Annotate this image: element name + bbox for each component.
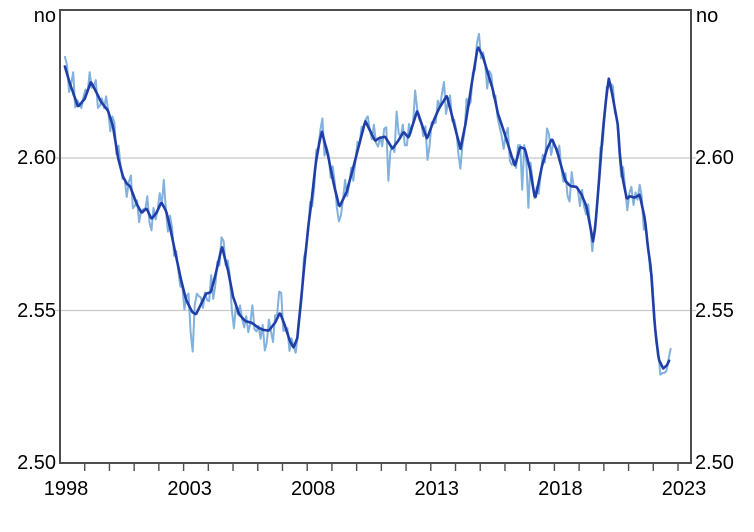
x-tick-label-2008: 2008 [290, 478, 336, 500]
x-tick-label-2013: 2013 [414, 478, 460, 500]
x-tick-label-2018: 2018 [538, 478, 583, 500]
y-tick-label-left-2.55: 2.55 [17, 299, 56, 322]
trend-series-line [63, 46, 671, 370]
x-tick-label-2023: 2023 [661, 478, 707, 500]
y-axis-unit-label-right: no [696, 5, 719, 27]
x-tick-label-2003: 2003 [167, 478, 212, 500]
y-tick-label-right-2.55: 2.55 [695, 299, 734, 322]
y-tick-label-left-2.50: 2.50 [17, 452, 56, 474]
y-tick-label-right-2.60: 2.60 [695, 147, 734, 169]
y-tick-label-left-2.60: 2.60 [17, 147, 56, 169]
y-tick-label-right-2.50: 2.50 [695, 452, 734, 474]
y-axis-unit-label-left: no [33, 5, 56, 27]
monthly-series-line [63, 32, 672, 376]
plot-frame [59, 9, 692, 464]
x-tick-label-1998: 1998 [43, 478, 89, 500]
